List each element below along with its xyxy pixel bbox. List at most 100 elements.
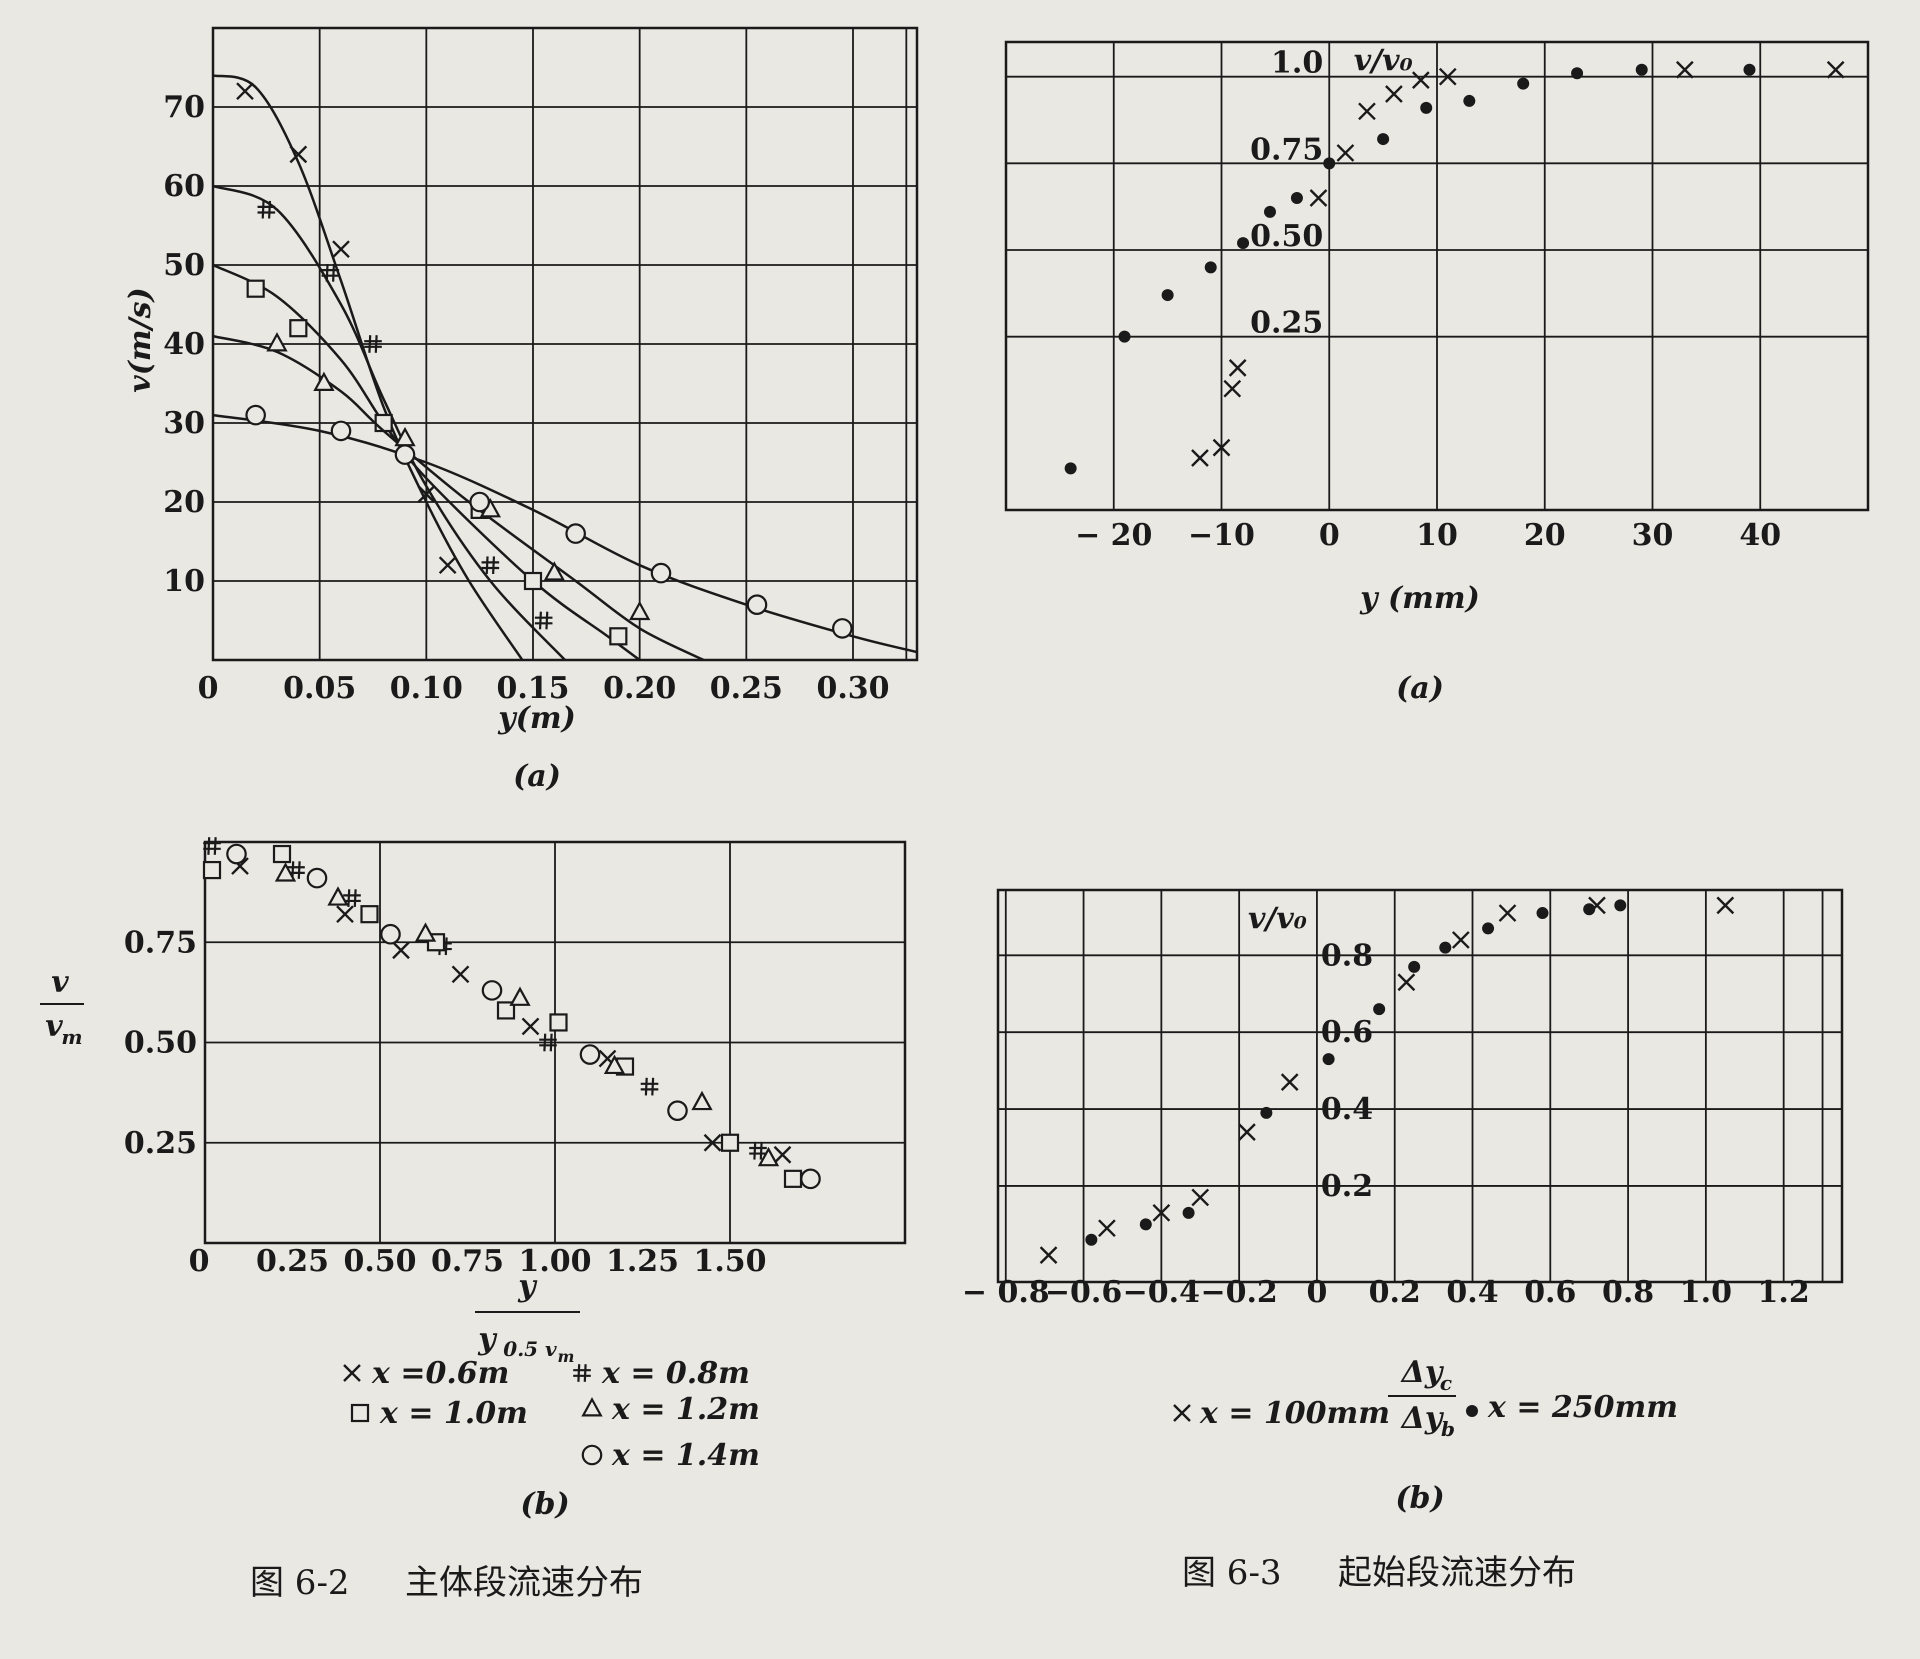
x-axis-label-denominator: y bbox=[477, 1322, 498, 1357]
x-marker bbox=[336, 905, 354, 924]
x-marker bbox=[703, 1133, 722, 1152]
y-axis-label: v/v₀ bbox=[1248, 901, 1307, 936]
legend-label: x = 250mm bbox=[1487, 1390, 1678, 1425]
dot-marker bbox=[1373, 1003, 1386, 1016]
dot-marker bbox=[1118, 330, 1131, 343]
dot-marker bbox=[1182, 1206, 1195, 1219]
#-marker bbox=[364, 335, 382, 353]
triangle-marker bbox=[414, 922, 437, 942]
x-marker bbox=[1451, 931, 1470, 949]
x-tick-label: 30 bbox=[1632, 518, 1674, 553]
#-marker bbox=[534, 611, 553, 630]
dot-marker bbox=[1743, 63, 1756, 76]
dot-marker bbox=[1161, 289, 1174, 302]
legend-label: x = 0.8m bbox=[601, 1356, 750, 1391]
x-marker bbox=[1336, 144, 1355, 162]
panel-label: (a) bbox=[513, 759, 561, 794]
x-marker bbox=[1385, 85, 1403, 103]
#-marker bbox=[257, 200, 276, 219]
fig-6-3-label: 图 6-3 bbox=[1182, 1553, 1282, 1593]
circle-marker bbox=[469, 491, 490, 513]
x-marker bbox=[1411, 71, 1430, 89]
circle-marker bbox=[650, 562, 672, 584]
fig-6-2-label: 图 6-2 bbox=[250, 1563, 350, 1603]
y-axis-label: v/v₀ bbox=[1354, 44, 1413, 79]
square-marker bbox=[720, 1133, 740, 1152]
legend-marker-x bbox=[343, 1364, 361, 1382]
y-tick-label: 0.75 bbox=[124, 925, 197, 960]
square-marker bbox=[374, 413, 393, 433]
x-marker bbox=[236, 82, 254, 101]
triangle-marker bbox=[313, 371, 335, 391]
y-tick-label: 70 bbox=[163, 90, 205, 125]
series-triangle bbox=[274, 862, 780, 1167]
dot-marker bbox=[1085, 1233, 1098, 1246]
y-axis-label-denominator: v bbox=[45, 1009, 63, 1044]
x-marker bbox=[417, 485, 436, 503]
y-axis-label-subscript: m bbox=[61, 1025, 82, 1049]
x-marker bbox=[1826, 60, 1845, 79]
y-tick-label: 0.2 bbox=[1321, 1169, 1373, 1204]
y-tick-label: 10 bbox=[163, 564, 205, 599]
series-curve-1 bbox=[212, 184, 566, 661]
#-marker bbox=[321, 264, 340, 282]
x-tick-label: 0.8 bbox=[1602, 1275, 1654, 1310]
plot-frame bbox=[996, 888, 1844, 1284]
triangle-marker bbox=[757, 1146, 780, 1167]
dot-marker bbox=[1614, 899, 1627, 912]
dot-marker bbox=[1139, 1218, 1152, 1231]
y-tick-label: 0.25 bbox=[124, 1126, 197, 1161]
legend-label: x = 100mm bbox=[1199, 1396, 1390, 1431]
x-marker bbox=[773, 1145, 792, 1164]
dot-marker bbox=[1237, 237, 1250, 250]
#-marker bbox=[640, 1077, 659, 1096]
circle-marker bbox=[667, 1100, 688, 1121]
circle-marker bbox=[226, 843, 247, 865]
x-marker bbox=[289, 145, 308, 164]
series-curve-4 bbox=[212, 413, 918, 654]
x-axis-label-num-subscript: c bbox=[1440, 1371, 1452, 1395]
legend: x =0.6m x = 0.8m x = 1.0m x = 1.2m x = 1.4m bbox=[343, 1356, 760, 1473]
legend-label: x = 1.4m bbox=[611, 1438, 760, 1473]
chart-fig-6-2b: 0 0.25 0.50 0.75 1.00 1.25 1.500.250.500.75vvm… bbox=[40, 837, 907, 1522]
x-tick-label: 0 bbox=[1319, 518, 1340, 553]
x-tick-label: 0.75 bbox=[431, 1244, 504, 1279]
x-marker bbox=[1358, 102, 1376, 121]
triangle-marker bbox=[629, 600, 651, 621]
x-marker bbox=[392, 941, 410, 960]
legend-marker-square bbox=[350, 1403, 370, 1423]
dot-marker bbox=[1482, 922, 1495, 935]
series-triangle bbox=[212, 332, 705, 662]
#-marker bbox=[749, 1141, 767, 1160]
x-tick-label: 0.2 bbox=[1369, 1275, 1421, 1310]
y-tick-label: 60 bbox=[163, 169, 205, 204]
x-tick-label: 1.00 bbox=[518, 1244, 591, 1279]
x-marker bbox=[451, 965, 470, 984]
x-tick-label: 0 bbox=[1306, 1275, 1327, 1310]
x-tick-label: − 20 bbox=[1075, 518, 1152, 553]
dot-marker bbox=[1290, 192, 1303, 204]
x-tick-label: 0.30 bbox=[816, 671, 889, 706]
x-marker bbox=[1309, 189, 1328, 207]
circle-marker bbox=[800, 1168, 821, 1190]
legend-marker-dot bbox=[1466, 1405, 1478, 1417]
x-tick-label: 10 bbox=[1416, 518, 1458, 553]
circle-marker bbox=[481, 980, 503, 1001]
dot-marker bbox=[1260, 1106, 1273, 1119]
x-marker bbox=[1098, 1219, 1116, 1238]
triangle-marker bbox=[274, 862, 297, 882]
series-x bbox=[212, 74, 524, 661]
x-tick-label: 1.50 bbox=[693, 1244, 766, 1279]
x-tick-label: 40 bbox=[1739, 518, 1781, 553]
x-tick-label: 0.6 bbox=[1524, 1275, 1576, 1310]
triangle-marker bbox=[266, 332, 288, 352]
circle-marker bbox=[565, 523, 586, 544]
legend-label: x = 1.0m bbox=[379, 1396, 528, 1431]
x-tick-label: 0.25 bbox=[256, 1244, 329, 1279]
y-tick-label: 1.0 bbox=[1271, 46, 1323, 81]
x-marker bbox=[1228, 359, 1247, 377]
dot-marker bbox=[1064, 462, 1077, 475]
y-tick-label: 0.6 bbox=[1321, 1015, 1373, 1050]
x-tick-label: −0.6 bbox=[1045, 1275, 1122, 1310]
